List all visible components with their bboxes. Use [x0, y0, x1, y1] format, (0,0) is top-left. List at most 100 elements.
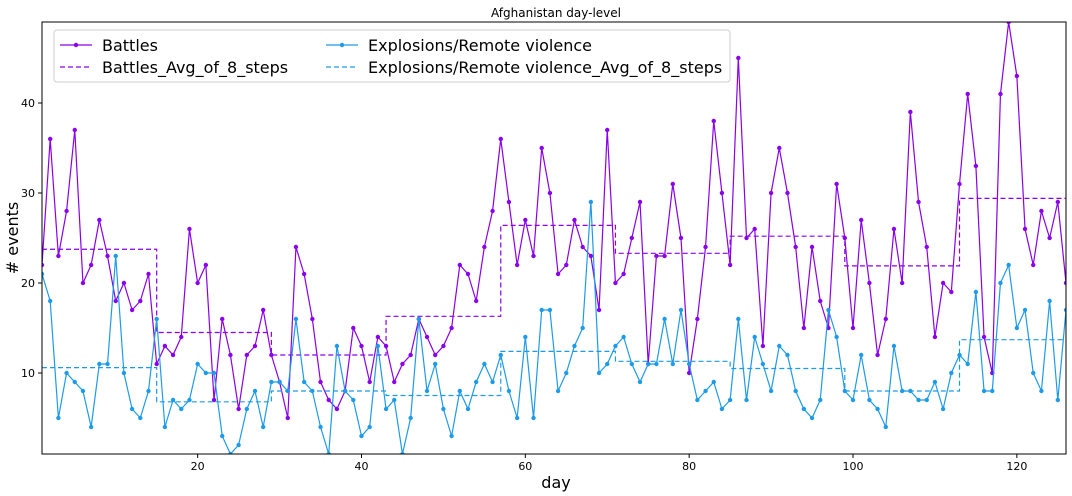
series-explosions-remote-violence-point [555, 388, 561, 394]
series-explosions-remote-violence-point [1006, 262, 1011, 268]
x-tick-label: 20 [191, 460, 205, 473]
series-battles-point [744, 235, 749, 241]
series-explosions-remote-violence-point [252, 388, 258, 394]
series-battles-point [1055, 199, 1061, 205]
series-battles-point [613, 280, 618, 286]
series-battles-point [211, 397, 217, 403]
series-explosions-remote-violence-point [170, 397, 176, 403]
series-battles-point [293, 244, 299, 250]
series-battles-point [129, 307, 135, 313]
series-explosions-remote-violence-point [777, 343, 782, 349]
series-battles-point [375, 334, 381, 340]
series-battles-point [678, 235, 684, 241]
series-explosions-remote-violence-point [801, 406, 807, 412]
series-battles-point [572, 217, 577, 223]
plot-area [42, 22, 1066, 454]
series-battles-point [465, 271, 471, 277]
series-explosions-remote-violence-point [113, 253, 118, 259]
series-explosions-remote-violence-point [990, 388, 995, 394]
series-battles-point [867, 280, 872, 286]
series-battles-point [662, 253, 667, 259]
series-battles-point [605, 127, 610, 133]
series-battles-point [97, 217, 102, 223]
series-explosions-remote-violence-point [826, 307, 831, 313]
series-explosions-remote-violence-point [506, 388, 512, 394]
series-explosions-remote-violence-point [187, 397, 192, 403]
series-explosions-remote-violence-point [424, 388, 430, 394]
series-battles-point [433, 352, 438, 358]
series-explosions-remote-violence-point [1022, 307, 1028, 313]
series-explosions-remote-violence-point [375, 343, 381, 349]
series-explosions-remote-violence-point [80, 388, 86, 394]
series-explosions-remote-violence-point [572, 343, 577, 349]
series-battles-point [121, 280, 127, 286]
series-battles-point [940, 280, 946, 286]
series-battles-point [555, 271, 561, 277]
series-explosions-remote-violence-point [326, 451, 331, 454]
series-battles-point [326, 397, 331, 403]
series-battles-point [203, 262, 209, 268]
series-battles-point [138, 298, 143, 304]
series-explosions-remote-violence-point [416, 316, 422, 322]
series-explosions-remote-violence-point [1055, 397, 1061, 403]
series-battles-point [195, 280, 200, 286]
series-explosions-remote-violence-point [220, 433, 225, 439]
series-explosions-remote-violence-point [736, 316, 741, 322]
series-explosions-remote-violence-point [719, 406, 725, 412]
series-battles-point [269, 352, 274, 358]
series-explosions-remote-violence-point [670, 361, 675, 367]
series-explosions-remote-violence-point [621, 334, 626, 340]
series-battles-point [891, 226, 897, 232]
chart-title: Afghanistan day-level [491, 6, 621, 20]
series-battles-point [187, 226, 192, 232]
series-battles-point [924, 244, 929, 250]
legend-explosions-remote-violence-avg-of-8-steps-label: Explosions/Remote violence_Avg_of_8_step… [368, 58, 722, 78]
series-explosions-remote-violence-point [449, 433, 454, 439]
y-tick-label: 20 [21, 277, 35, 290]
series-explosions-remote-violence-point [211, 370, 217, 376]
series-battles-point [359, 343, 364, 349]
series-explosions-remote-violence-point [138, 415, 143, 421]
series-explosions-remote-violence-point [228, 451, 233, 454]
series-battles-point [564, 262, 569, 268]
series-explosions-remote-violence-point [752, 334, 757, 340]
series-explosions-remote-violence-point [834, 334, 839, 340]
series-battles-point [908, 109, 913, 115]
series-explosions-remote-violence-point [359, 433, 364, 439]
series-battles-point [523, 217, 528, 223]
series-explosions-remote-violence-point [818, 397, 823, 403]
series-battles-point [932, 334, 938, 340]
series-battles-point [580, 244, 585, 250]
series-battles-point [285, 415, 290, 421]
series-battles-point [596, 307, 602, 313]
series-explosions-remote-violence-point [678, 307, 684, 313]
series-explosions-remote-violence-point [883, 424, 888, 430]
series-explosions-remote-violence-point [744, 397, 749, 403]
series-explosions-remote-violence-point [97, 361, 102, 367]
legend: Battles Battles_Avg_of_8_steps Explosions/… [53, 29, 731, 83]
series-explosions-remote-violence-point [940, 406, 946, 412]
series-explosions-remote-violence-point [891, 343, 897, 349]
series-explosions-remote-violence-point [203, 370, 209, 376]
series-explosions-remote-violence-point [457, 388, 462, 394]
series-explosions-remote-violence-point [662, 316, 667, 322]
series-explosions-remote-violence-point [875, 406, 880, 412]
legend-box [53, 29, 731, 83]
series-battles-point [310, 316, 315, 322]
series-battles-point [154, 361, 159, 367]
series-battles-point [424, 334, 430, 340]
series-explosions-remote-violence-point [56, 415, 61, 421]
series-explosions-remote-violence-point [629, 361, 635, 367]
series-battles-point [72, 127, 77, 133]
series-explosions-remote-violence-point [859, 352, 864, 358]
plot-frame [41, 21, 1067, 455]
series-battles-point [965, 91, 970, 97]
series-explosions-remote-violence-point [392, 397, 397, 403]
series-battles-point [318, 379, 323, 385]
series-explosions-remote-violence-point [981, 388, 987, 394]
series-explosions-remote-violence-point [195, 361, 200, 367]
x-tick-label: 80 [682, 460, 696, 473]
series-battles-point [1063, 280, 1066, 286]
series-battles-point [252, 343, 258, 349]
